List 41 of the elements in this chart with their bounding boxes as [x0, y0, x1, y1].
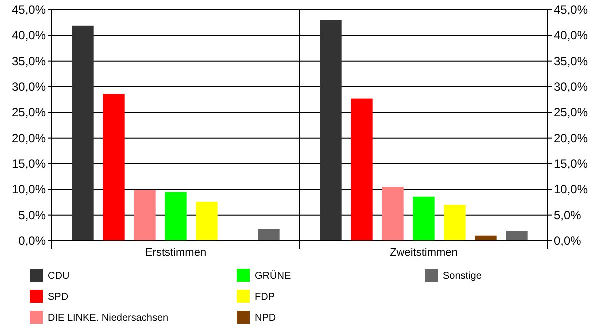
bar: [196, 202, 218, 241]
y2-tick-label: 25,0%: [554, 106, 588, 120]
y2-tick-label: 0,0%: [554, 234, 582, 248]
y2-tick-label: 40,0%: [554, 28, 588, 43]
bar: [320, 20, 342, 241]
y-tick-label: 15,0%: [12, 157, 46, 171]
y-tick-label: 45,0%: [12, 3, 46, 17]
y2-tick-label: 20,0%: [554, 131, 588, 146]
y-tick-label: 30,0%: [12, 80, 46, 94]
legend-label: FDP: [255, 292, 276, 303]
y-tick-label: 10,0%: [12, 182, 46, 197]
bar: [506, 231, 528, 241]
bar: [103, 94, 125, 241]
y-tick-label: 20,0%: [12, 131, 46, 146]
bar: [382, 187, 404, 241]
y2-tick-label: 35,0%: [554, 54, 588, 68]
y2-tick-label: 45,0%: [554, 3, 588, 17]
legend-label: SPD: [48, 292, 69, 303]
legend-label: NPD: [255, 313, 276, 324]
bar: [72, 26, 94, 241]
bar: [258, 229, 280, 241]
bar: [444, 205, 466, 241]
y2-tick-label: 15,0%: [554, 157, 588, 171]
bar: [165, 192, 187, 241]
legend-label: Sonstige: [443, 271, 482, 282]
legend-label: DIE LINKE. Niedersachsen: [48, 313, 169, 324]
y-tick-label: 25,0%: [12, 106, 46, 120]
y2-tick-label: 30,0%: [554, 80, 588, 94]
legend-label: CDU: [48, 271, 70, 282]
bar: [351, 98, 373, 241]
y-tick-label: 40,0%: [12, 28, 46, 43]
legend-label: GRÜNE: [255, 270, 292, 282]
y-tick-label: 5,0%: [18, 208, 46, 222]
bar: [413, 196, 435, 241]
y2-tick-label: 5,0%: [554, 208, 582, 222]
bar: [134, 190, 156, 241]
x-tick-label: Erststimmen: [145, 247, 207, 259]
y-tick-label: 35,0%: [12, 54, 46, 68]
y-tick-label: 0,0%: [18, 234, 46, 248]
x-tick-label: Zweitstimmen: [390, 247, 458, 259]
y2-tick-label: 10,0%: [554, 182, 588, 197]
